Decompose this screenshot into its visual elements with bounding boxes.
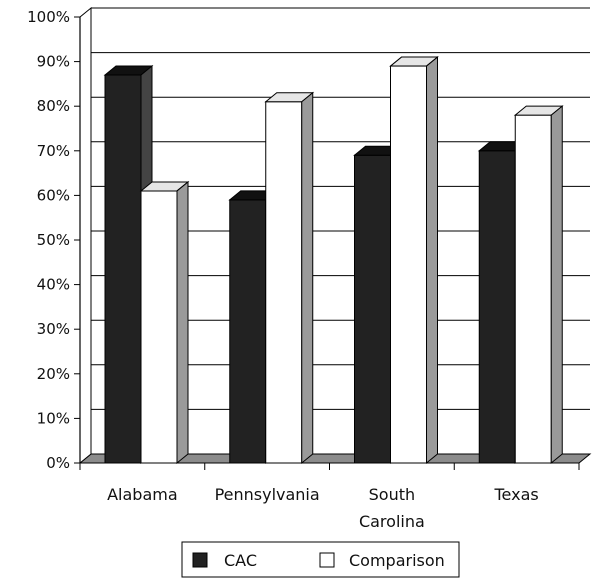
category-label: Alabama <box>107 485 178 504</box>
bar-front <box>265 101 303 464</box>
bar-front <box>354 154 391 464</box>
y-tick-label: 0% <box>46 454 70 472</box>
y-tick-label: 70% <box>37 142 70 160</box>
y-tick-label: 50% <box>37 231 70 249</box>
legend-swatch-comparison <box>319 552 335 568</box>
legend: CAC Comparison <box>181 541 460 578</box>
category-label: Carolina <box>359 512 425 531</box>
bars <box>103 56 564 465</box>
legend-swatch-cac <box>192 552 208 568</box>
category-label: Pennsylvania <box>215 485 320 504</box>
bar-front <box>390 65 427 464</box>
bar-comparison-alabama <box>139 180 190 465</box>
y-tick-label: 80% <box>37 97 70 115</box>
bar-side <box>550 105 563 465</box>
bar-side <box>426 56 438 465</box>
category-label: Texas <box>494 485 539 504</box>
y-tick-label: 60% <box>37 186 70 204</box>
category-label: South <box>369 485 416 504</box>
bar-comparison-texas <box>513 105 564 465</box>
bar-front <box>104 74 142 464</box>
legend-label-comparison: Comparison <box>349 551 445 570</box>
y-tick-label: 40% <box>37 276 70 294</box>
y-tick-label: 10% <box>37 409 70 427</box>
side-wall <box>79 6 92 465</box>
y-tick-labels: 0% 10% 20% 30% 40% 50% 60% 70% 80% 90% 100% <box>27 8 70 472</box>
bar-comparison-pennsylvania <box>264 91 315 465</box>
y-tick-label: 100% <box>27 8 70 26</box>
bar-front <box>478 150 516 464</box>
y-tick-label: 20% <box>37 365 70 383</box>
y-tick-label: 90% <box>37 53 70 71</box>
bar-side <box>301 91 314 465</box>
legend-label-cac: CAC <box>224 551 257 570</box>
category-labels: Alabama Pennsylvania South Carolina Texas <box>107 485 539 531</box>
y-tick-label: 30% <box>37 320 70 338</box>
bar-comparison-south-carolina <box>389 56 439 465</box>
bar-front <box>140 190 178 464</box>
bar-front <box>514 114 552 464</box>
bar-side <box>176 180 189 465</box>
bar-front <box>229 199 267 464</box>
